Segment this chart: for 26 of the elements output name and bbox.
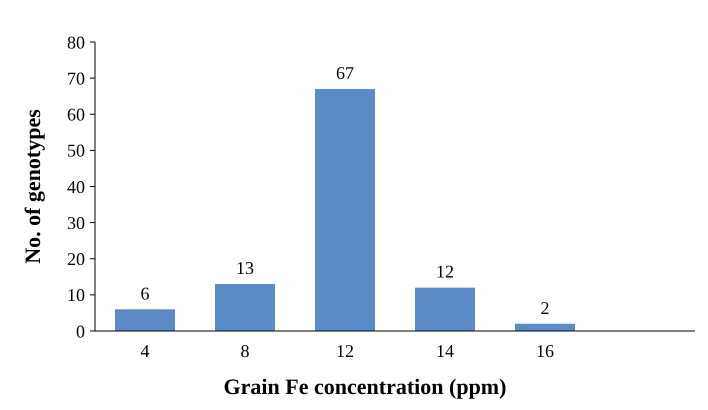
x-tick-label: 14 xyxy=(436,341,454,361)
x-tick-label: 16 xyxy=(536,341,554,361)
data-label: 2 xyxy=(540,298,550,318)
y-tick-label: 60 xyxy=(67,104,85,125)
bar xyxy=(315,88,375,331)
y-tick-label: 30 xyxy=(67,212,85,233)
data-label: 6 xyxy=(140,283,150,304)
y-tick-label: 40 xyxy=(67,176,85,197)
data-label: 12 xyxy=(436,262,454,282)
data-label: 13 xyxy=(236,258,254,278)
y-tick-label: 80 xyxy=(67,32,85,52)
y-tick-label: 50 xyxy=(67,140,85,161)
x-tick-label: 4 xyxy=(140,341,150,361)
y-tick-label: 70 xyxy=(67,68,85,88)
bar xyxy=(515,324,575,331)
y-tick-label: 0 xyxy=(76,321,85,342)
x-tick-label: 12 xyxy=(336,341,354,361)
data-label: 67 xyxy=(336,62,354,83)
y-axis-title: No. of genotypes xyxy=(20,108,45,264)
y-tick-label: 20 xyxy=(67,249,85,270)
bar xyxy=(415,288,475,331)
x-tick-label: 8 xyxy=(240,341,250,361)
bar xyxy=(215,284,275,331)
bar xyxy=(115,309,175,331)
y-tick-label: 10 xyxy=(67,285,85,306)
x-axis-title: Grain Fe concentration (ppm) xyxy=(224,374,506,399)
